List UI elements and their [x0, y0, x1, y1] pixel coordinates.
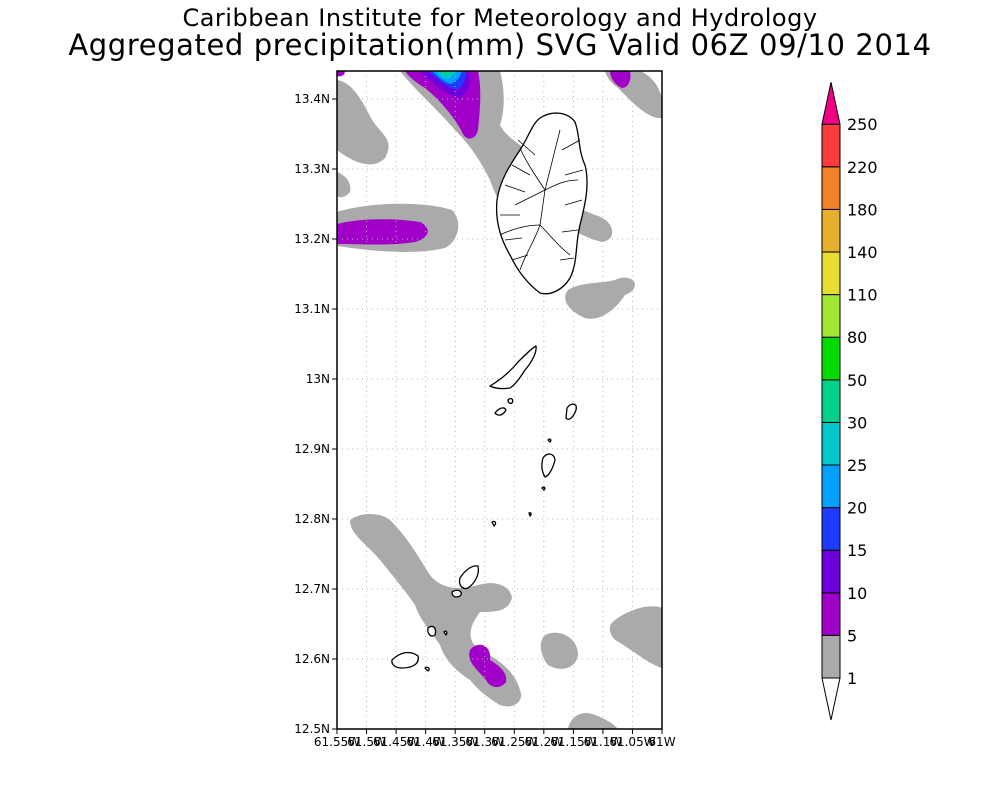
lat-tick-label: 13.3N	[294, 162, 330, 176]
colorbar-lower-extension	[821, 677, 841, 721]
colorbar-label: 80	[847, 328, 867, 347]
lon-tick-label: 61W	[648, 735, 675, 749]
small-island-6	[528, 512, 532, 517]
longitude-axis: 61.55W61.5W61.45W61.4W61.35W61.3W61.25W6…	[314, 729, 676, 749]
colorbar-label: 10	[847, 584, 867, 603]
colorbar-segment	[821, 208, 841, 253]
colorbar-segment	[821, 166, 841, 210]
lat-tick-label: 12.8N	[294, 512, 330, 526]
small-island-1	[507, 397, 514, 405]
colorbar-segment	[821, 421, 841, 466]
lon-tick-label: 61.35W	[432, 735, 478, 749]
colorbar-segment	[821, 507, 841, 551]
gridlines	[337, 71, 662, 729]
colorbar-label: 15	[847, 541, 867, 560]
island-internal-lines	[499, 129, 584, 271]
colorbar-label: 250	[847, 115, 878, 134]
bequia-island	[489, 345, 537, 390]
canouan-island	[541, 453, 556, 478]
lon-tick-label: 61.1W	[584, 735, 623, 749]
lat-tick-label: 12.6N	[294, 652, 330, 666]
carriacou-mid	[427, 625, 437, 637]
lon-tick-label: 61.45W	[373, 735, 419, 749]
colorbar-segment	[821, 251, 841, 296]
colorbar-label: 50	[847, 371, 867, 390]
map-panel	[336, 70, 663, 730]
lat-tick-label: 13N	[306, 372, 330, 386]
lat-tick-label: 13.1N	[294, 302, 330, 316]
lat-tick-label: 13.4N	[294, 92, 330, 106]
colorbar-segment	[821, 634, 841, 679]
colorbar-upper-extension	[821, 82, 841, 125]
colorbar-segment	[821, 123, 841, 168]
carriacou-island	[391, 651, 419, 669]
st-vincent-island	[495, 112, 588, 295]
lon-tick-label: 61.5W	[347, 735, 386, 749]
lat-tick-label: 12.9N	[294, 442, 330, 456]
small-island-4	[541, 486, 546, 491]
colorbar-label: 30	[847, 413, 867, 432]
colorbar-label: 20	[847, 499, 867, 518]
colorbar-label: 110	[847, 286, 878, 305]
map-frame	[336, 70, 663, 730]
colorbar-segment	[821, 592, 841, 636]
small-island-5	[491, 520, 497, 527]
colorbar-segment	[821, 336, 841, 381]
carriacou-small	[443, 630, 448, 636]
colorbar-label: 140	[847, 243, 878, 262]
latitude-axis: 13.4N 13.3N 13.2N 13.1N 13N 12.9N 12.8N 12.7N 12…	[294, 92, 337, 736]
colorbar-label: 1	[847, 669, 857, 688]
precip-20-30mm	[432, 71, 462, 84]
union-island	[458, 565, 480, 590]
lon-tick-label: 61.25W	[491, 735, 537, 749]
small-island-7	[424, 666, 430, 672]
colorbar-label: 25	[847, 456, 867, 475]
colorbar-label: 5	[847, 626, 857, 645]
lon-tick-label: 61.3W	[465, 735, 504, 749]
lon-tick-label: 61.2W	[525, 735, 564, 749]
small-island-2	[565, 403, 577, 420]
colorbar-segment	[821, 464, 841, 509]
title-line-1: Caribbean Institute for Meteorology and …	[182, 4, 818, 32]
lon-tick-label: 61.4W	[406, 735, 445, 749]
mustique-island	[494, 407, 507, 416]
lon-tick-label: 61.15W	[550, 735, 596, 749]
lat-tick-label: 12.7N	[294, 582, 330, 596]
lat-tick-label: 13.2N	[294, 232, 330, 246]
title-line-2: Aggregated precipitation(mm) SVG Valid 0…	[68, 28, 932, 62]
colorbar-segment	[821, 549, 841, 594]
colorbar-segment	[821, 379, 841, 423]
lon-tick-label: 61.05W	[609, 735, 655, 749]
small-island-3	[547, 438, 552, 443]
colorbar-label: 220	[847, 158, 878, 177]
lon-tick-label: 61.55W	[314, 735, 360, 749]
lat-tick-label: 12.5N	[294, 722, 330, 736]
island-outlines	[391, 112, 588, 672]
carriacou-north	[451, 589, 462, 598]
colorbar-label: 180	[847, 200, 878, 219]
colorbar-segment	[821, 294, 841, 338]
